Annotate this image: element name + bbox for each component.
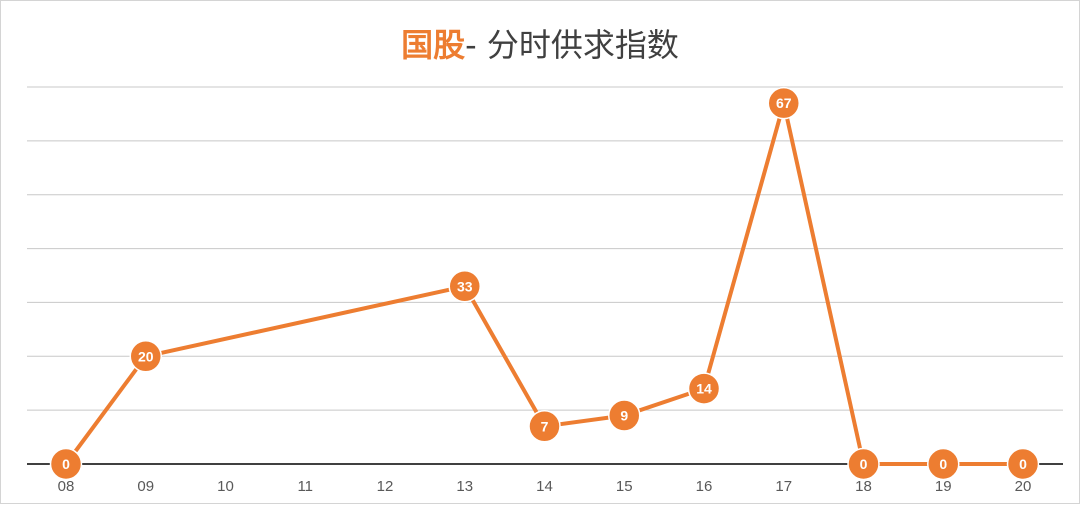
data-label: 67: [776, 95, 792, 111]
data-label: 0: [62, 456, 70, 472]
chart-title-rest: - 分时供求指数: [465, 26, 679, 64]
x-tick-label: 18: [855, 478, 872, 495]
data-label: 0: [1019, 456, 1027, 472]
x-tick-label: 10: [217, 478, 234, 495]
data-label: 0: [939, 456, 947, 472]
data-label: 14: [696, 381, 712, 397]
x-axis: 08 09 10 11 12 13 14 15 16 17 18 19 20: [27, 463, 1063, 495]
data-point-marker: [767, 86, 800, 120]
data-label: 20: [138, 348, 154, 364]
data-point-marker: [49, 447, 83, 481]
data-point-marker: [448, 270, 481, 303]
x-tick-label: 12: [377, 478, 394, 495]
x-tick-label: 16: [696, 478, 713, 495]
x-tick-label: 13: [456, 478, 473, 495]
x-tick-label: 15: [616, 478, 633, 495]
data-point-marker: [687, 372, 721, 405]
x-tick-label: 09: [137, 478, 154, 495]
x-tick-label: 11: [297, 478, 313, 495]
x-tick-label: 08: [58, 478, 75, 495]
data-point-marker: [927, 447, 960, 481]
chart-title: 国股- 分时供求指数: [1, 19, 1079, 71]
x-tick-label: 19: [935, 478, 952, 495]
data-point-marker: [129, 340, 162, 373]
data-point-marker: [528, 410, 561, 443]
data-label: 33: [457, 278, 473, 294]
x-tick-label: 20: [1015, 478, 1032, 495]
data-label: 0: [860, 456, 868, 472]
markers: 0 20 33 7 9 14 67 0 0 0: [49, 86, 1040, 481]
x-tick-label: 17: [775, 478, 792, 495]
data-point-marker: [847, 447, 880, 481]
gridlines: [27, 86, 1063, 411]
data-point-marker: [608, 399, 641, 432]
data-point-marker: [1006, 447, 1040, 481]
data-label: 9: [620, 408, 628, 424]
series-line: [64, 101, 1025, 466]
chart-title-accent: 国股: [401, 26, 466, 64]
data-label: 7: [541, 418, 549, 434]
x-tick-label: 14: [536, 478, 553, 495]
series: [64, 101, 1025, 466]
